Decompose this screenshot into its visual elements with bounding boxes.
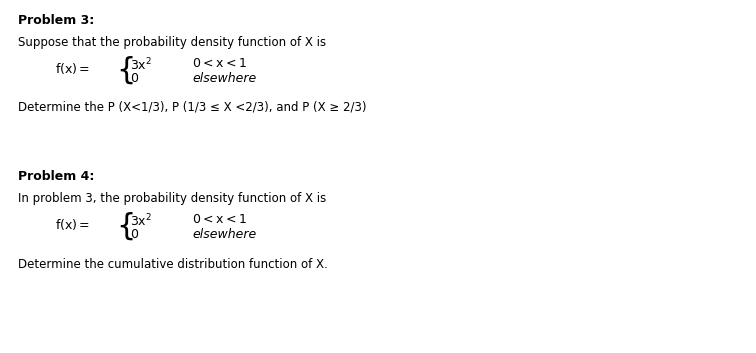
- Text: $f(x) =$: $f(x) =$: [55, 61, 90, 76]
- Text: Problem 4:: Problem 4:: [18, 170, 95, 183]
- Text: {: {: [116, 212, 135, 241]
- Text: elsewhere: elsewhere: [192, 228, 256, 241]
- Text: $0$: $0$: [130, 72, 139, 85]
- Text: elsewhere: elsewhere: [192, 72, 256, 85]
- Text: $0 < x < 1$: $0 < x < 1$: [192, 213, 246, 226]
- Text: $3x^2$: $3x^2$: [130, 213, 152, 229]
- Text: In problem 3, the probability density function of X is: In problem 3, the probability density fu…: [18, 192, 327, 205]
- Text: Determine the P (X<1/3), P (1/3 ≤ X <2/3), and P (X ≥ 2/3): Determine the P (X<1/3), P (1/3 ≤ X <2/3…: [18, 100, 367, 113]
- Text: $3x^2$: $3x^2$: [130, 57, 152, 73]
- Text: {: {: [116, 56, 135, 85]
- Text: Determine the cumulative distribution function of X.: Determine the cumulative distribution fu…: [18, 258, 328, 271]
- Text: Problem 3:: Problem 3:: [18, 14, 95, 27]
- Text: $0 < x < 1$: $0 < x < 1$: [192, 57, 246, 70]
- Text: $f(x) =$: $f(x) =$: [55, 217, 90, 232]
- Text: $0$: $0$: [130, 228, 139, 241]
- Text: Suppose that the probability density function of X is: Suppose that the probability density fun…: [18, 36, 326, 49]
